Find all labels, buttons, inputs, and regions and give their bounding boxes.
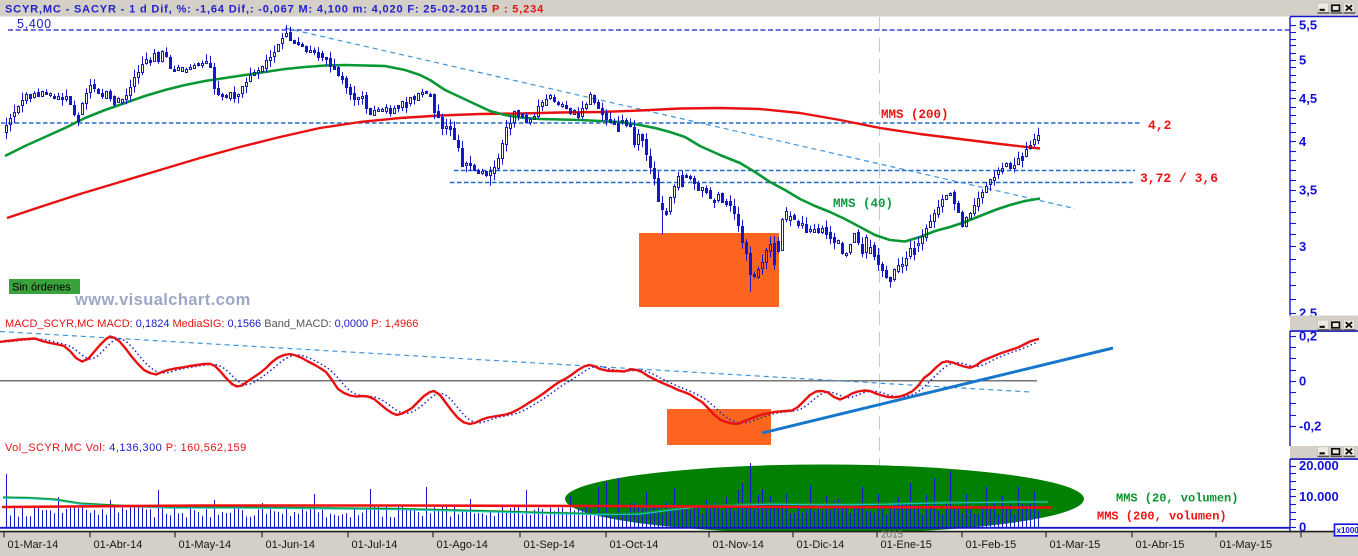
- svg-text:01-Jul-14: 01-Jul-14: [352, 539, 398, 551]
- svg-text:01-Abr-15: 01-Abr-15: [1136, 539, 1185, 551]
- svg-text:01-Ene-15: 01-Ene-15: [881, 539, 932, 551]
- svg-text:MMS (40): MMS (40): [833, 197, 893, 211]
- svg-text:MACD_SCYR,MC MACD: 0,1824 Medi: MACD_SCYR,MC MACD: 0,1824 MediaSIG: 0,15…: [5, 318, 418, 330]
- svg-text:MMS (200): MMS (200): [881, 108, 949, 122]
- svg-text:SCYR,MC - SACYR - 1 d Dif, %:: SCYR,MC - SACYR - 1 d Dif, %: -1,64 Dif,…: [5, 4, 544, 16]
- svg-text:-0,2: -0,2: [1299, 418, 1321, 433]
- svg-text:01-May-15: 01-May-15: [1220, 539, 1273, 551]
- svg-text:4: 4: [1299, 134, 1307, 149]
- svg-text:01-Abr-14: 01-Abr-14: [94, 539, 143, 551]
- svg-text:www.visualchart.com: www.visualchart.com: [74, 291, 251, 309]
- svg-text:01-Mar-15: 01-Mar-15: [1050, 539, 1101, 551]
- svg-text:01-May-14: 01-May-14: [179, 539, 232, 551]
- svg-text:01-Dic-14: 01-Dic-14: [797, 539, 845, 551]
- svg-text:MMS (200, volumen): MMS (200, volumen): [1097, 510, 1227, 524]
- svg-text:01-Feb-15: 01-Feb-15: [966, 539, 1017, 551]
- svg-text:3,5: 3,5: [1299, 183, 1317, 198]
- svg-text:01-Jun-14: 01-Jun-14: [266, 539, 316, 551]
- svg-text:5,400: 5,400: [17, 17, 52, 31]
- svg-text:MMS (20, volumen): MMS (20, volumen): [1116, 492, 1238, 506]
- svg-text:x1000: x1000: [1337, 526, 1358, 535]
- svg-text:4,2: 4,2: [1148, 118, 1172, 133]
- svg-text:5: 5: [1299, 52, 1306, 67]
- svg-text:0: 0: [1299, 373, 1306, 388]
- svg-text:01-Nov-14: 01-Nov-14: [713, 539, 764, 551]
- svg-text:2015: 2015: [881, 530, 904, 541]
- svg-text:0,2: 0,2: [1299, 328, 1317, 343]
- svg-text:01-Ago-14: 01-Ago-14: [437, 539, 488, 551]
- svg-text:Sin órdenes: Sin órdenes: [12, 282, 71, 294]
- svg-text:01-Mar-14: 01-Mar-14: [8, 539, 59, 551]
- svg-text:0: 0: [1299, 520, 1306, 535]
- svg-text:5,5: 5,5: [1299, 18, 1317, 33]
- svg-text:3,72 / 3,6: 3,72 / 3,6: [1140, 171, 1218, 186]
- svg-text:20.000: 20.000: [1299, 458, 1339, 473]
- svg-text:3: 3: [1299, 239, 1306, 254]
- svg-text:Vol_SCYR,MC Vol: 4,136,300 P:: Vol_SCYR,MC Vol: 4,136,300 P: 160,562,15…: [5, 442, 247, 454]
- svg-text:4,5: 4,5: [1299, 91, 1317, 106]
- svg-text:10.000: 10.000: [1299, 489, 1339, 504]
- svg-text:01-Sep-14: 01-Sep-14: [524, 539, 575, 551]
- svg-text:01-Oct-14: 01-Oct-14: [610, 539, 659, 551]
